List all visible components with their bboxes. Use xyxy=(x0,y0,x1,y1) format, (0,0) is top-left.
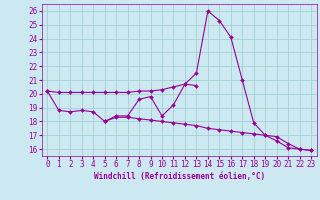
X-axis label: Windchill (Refroidissement éolien,°C): Windchill (Refroidissement éolien,°C) xyxy=(94,172,265,181)
